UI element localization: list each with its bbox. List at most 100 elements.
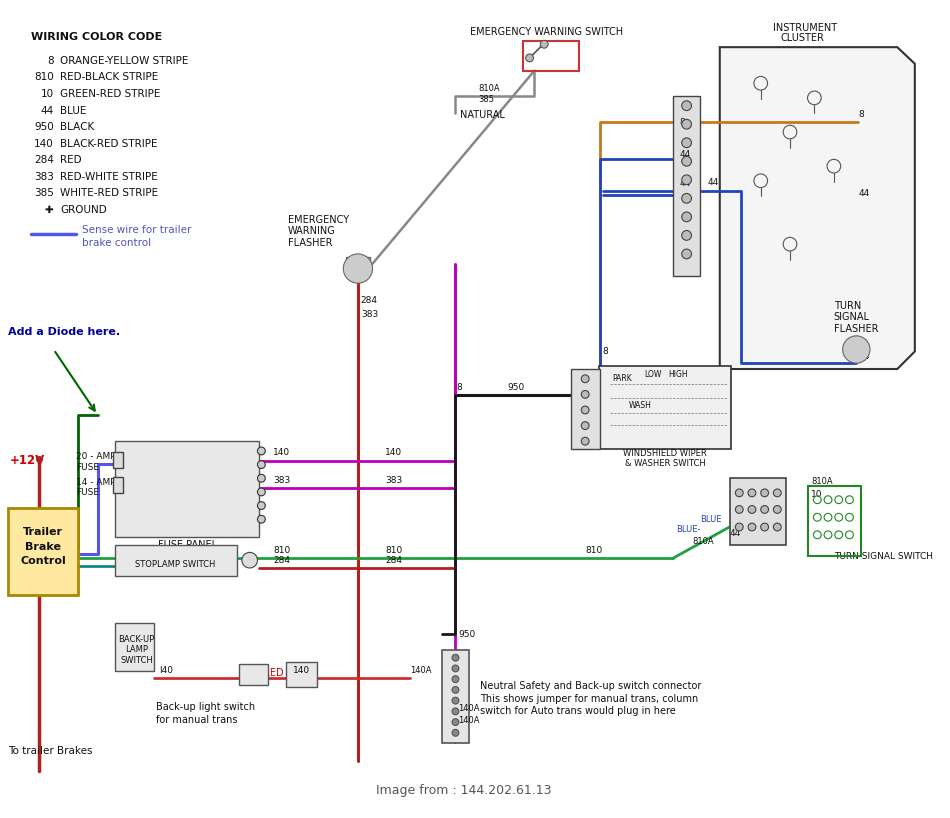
Text: ✚: ✚ (45, 205, 53, 215)
Text: TURN SIGNAL SWITCH: TURN SIGNAL SWITCH (834, 552, 933, 561)
Text: 383: 383 (273, 476, 291, 485)
Text: 810: 810 (386, 546, 403, 555)
Bar (598, 366, 732, 449)
Text: Brake: Brake (25, 542, 61, 551)
Text: 44: 44 (708, 178, 719, 187)
Text: 810A: 810A (693, 537, 714, 546)
Circle shape (773, 523, 781, 531)
Circle shape (761, 506, 769, 514)
Bar (571, 369, 599, 449)
Bar (115, 622, 154, 672)
Text: SIGNAL: SIGNAL (834, 312, 870, 322)
Text: 810: 810 (34, 73, 53, 83)
Text: 8: 8 (858, 110, 864, 119)
Circle shape (257, 447, 265, 455)
Circle shape (452, 719, 459, 726)
Text: GROUND: GROUND (61, 205, 107, 215)
Text: 950: 950 (507, 383, 524, 392)
Text: RED-WHITE STRIPE: RED-WHITE STRIPE (61, 172, 159, 182)
Text: Sense wire for trailer: Sense wire for trailer (82, 225, 191, 235)
Circle shape (257, 501, 265, 510)
Text: 44: 44 (41, 106, 53, 115)
Text: WIRING COLOR CODE: WIRING COLOR CODE (31, 33, 162, 43)
Circle shape (343, 254, 372, 283)
Text: BACK-UP: BACK-UP (119, 635, 155, 644)
Bar (113, 477, 123, 493)
Text: WHITE-RED STRIPE: WHITE-RED STRIPE (61, 188, 159, 199)
Circle shape (452, 665, 459, 672)
Text: 44: 44 (858, 352, 869, 361)
Bar (808, 486, 862, 556)
Circle shape (541, 40, 548, 48)
Text: HIGH: HIGH (668, 371, 688, 380)
Text: 44: 44 (730, 529, 741, 538)
Circle shape (257, 488, 265, 496)
Text: FLASHER: FLASHER (288, 238, 332, 248)
Text: 140A: 140A (459, 716, 480, 725)
Circle shape (581, 375, 589, 383)
Circle shape (682, 194, 692, 203)
Text: 10: 10 (41, 89, 53, 99)
Circle shape (682, 138, 692, 147)
Text: INSTRUMENT: INSTRUMENT (773, 23, 838, 33)
Text: 810A: 810A (811, 477, 833, 486)
Text: RED-BLACK STRIPE: RED-BLACK STRIPE (61, 73, 159, 83)
Text: BLUE-: BLUE- (675, 525, 700, 534)
Circle shape (773, 489, 781, 497)
Text: 140A: 140A (409, 666, 431, 675)
Text: FUSE PANEL: FUSE PANEL (158, 540, 217, 550)
Bar (115, 545, 237, 576)
Circle shape (257, 461, 265, 469)
Text: BLACK-RED STRIPE: BLACK-RED STRIPE (61, 139, 158, 149)
Text: for manual trans: for manual trans (156, 715, 238, 725)
Text: WASH: WASH (629, 401, 652, 410)
Polygon shape (720, 47, 915, 369)
Text: ORANGE-YELLOW STRIPE: ORANGE-YELLOW STRIPE (61, 56, 189, 65)
Bar (8, 507, 78, 596)
Text: 810A: 810A (478, 83, 500, 92)
Text: To trailer Brakes: To trailer Brakes (8, 746, 92, 757)
Text: BLUE: BLUE (61, 106, 86, 115)
Text: 140: 140 (293, 666, 310, 675)
Text: LOW: LOW (645, 371, 662, 380)
Text: & WASHER SWITCH: & WASHER SWITCH (625, 459, 706, 468)
Circle shape (682, 175, 692, 185)
Text: WINDSHIELD WIPER: WINDSHIELD WIPER (623, 449, 707, 458)
Bar (522, 42, 580, 70)
Text: 950: 950 (459, 630, 476, 639)
Text: 140A: 140A (459, 704, 480, 713)
Text: RED: RED (61, 155, 82, 165)
Text: WARNING: WARNING (288, 227, 335, 236)
Circle shape (761, 523, 769, 531)
Text: This shows jumper for manual trans, column: This shows jumper for manual trans, colu… (480, 694, 698, 703)
Text: 8: 8 (47, 56, 53, 65)
Circle shape (748, 506, 756, 514)
Text: BLACK: BLACK (61, 122, 95, 133)
Text: SWITCH: SWITCH (120, 656, 153, 665)
Text: BLUE: BLUE (700, 515, 722, 524)
Circle shape (682, 101, 692, 110)
Text: FUSE: FUSE (76, 488, 99, 497)
Text: Add a Diode here.: Add a Diode here. (8, 327, 120, 337)
Text: 383: 383 (386, 476, 403, 485)
Bar (346, 257, 370, 272)
Circle shape (257, 515, 265, 523)
Circle shape (581, 421, 589, 429)
Text: 14 - AMP.: 14 - AMP. (76, 478, 117, 487)
Text: 140: 140 (386, 448, 403, 457)
Text: Trailer: Trailer (23, 527, 63, 537)
Circle shape (452, 686, 459, 694)
Circle shape (748, 489, 756, 497)
Text: 44: 44 (858, 189, 869, 198)
Bar (730, 479, 786, 545)
Text: 8: 8 (602, 347, 609, 356)
Circle shape (761, 489, 769, 497)
Circle shape (452, 708, 459, 715)
Circle shape (735, 489, 743, 497)
Text: Image from : 144.202.61.13: Image from : 144.202.61.13 (375, 784, 551, 797)
Text: I40: I40 (159, 666, 173, 675)
Text: 385: 385 (34, 188, 53, 199)
Circle shape (452, 697, 459, 704)
Text: 20 - AMP.: 20 - AMP. (76, 452, 117, 461)
Circle shape (581, 438, 589, 445)
